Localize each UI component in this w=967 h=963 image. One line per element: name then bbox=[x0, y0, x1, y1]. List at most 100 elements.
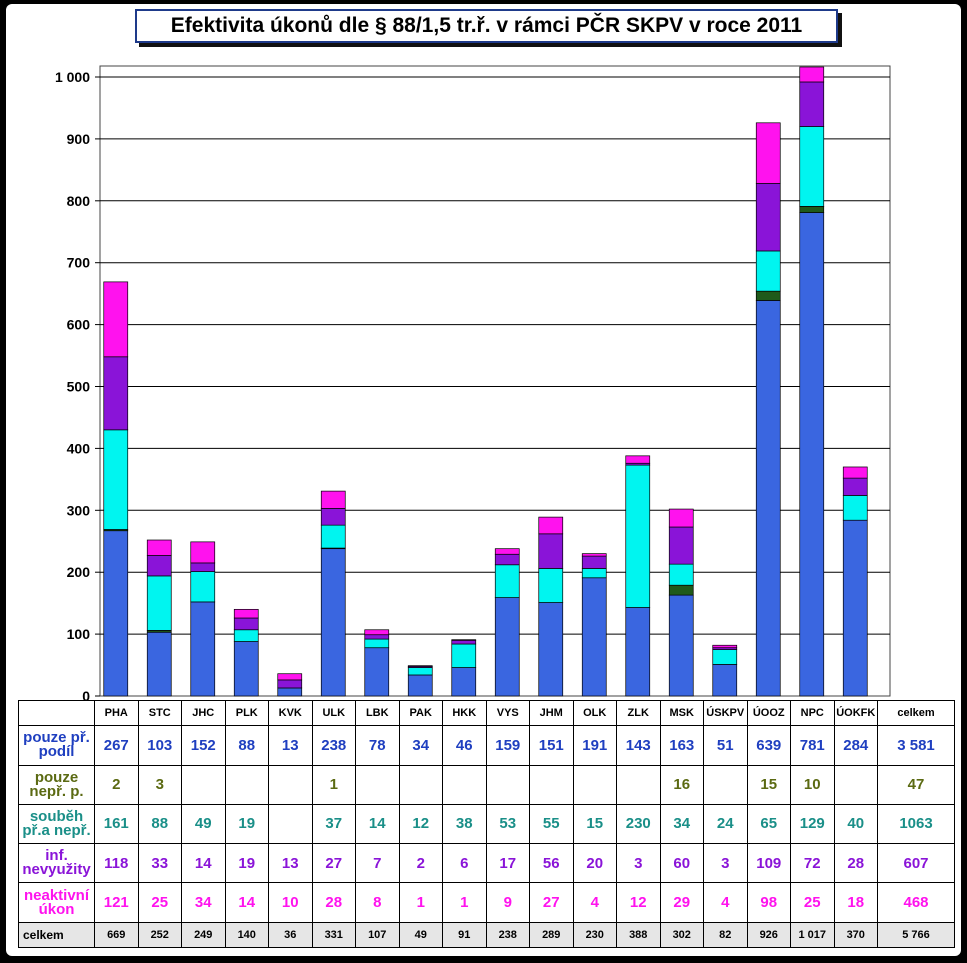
table-cell: 13 bbox=[268, 843, 313, 884]
bar-segment bbox=[538, 533, 564, 569]
table-cell: 284 bbox=[833, 725, 878, 766]
y-tick-label: 400 bbox=[67, 440, 91, 456]
table-cell bbox=[181, 764, 226, 805]
bar-segment bbox=[320, 490, 346, 509]
bar-segment bbox=[755, 300, 781, 697]
table-cell bbox=[833, 764, 878, 805]
row-label-line: pouze bbox=[34, 768, 79, 786]
table-cell: 65 bbox=[746, 803, 791, 845]
table-cell: 51 bbox=[703, 725, 748, 766]
row-label-line: nepř. p. bbox=[29, 782, 84, 800]
table-cell: 28 bbox=[311, 882, 356, 923]
column-header: PLK bbox=[224, 699, 269, 727]
total-cell: 388 bbox=[616, 921, 661, 949]
bar-segment bbox=[233, 641, 259, 697]
table-cell: 49 bbox=[181, 803, 226, 845]
table-cell: 60 bbox=[659, 843, 704, 884]
table-row: inf. nevyužity 118 33 14 19 13 27 7 2 6 17 56 20 3 60 3 1… bbox=[18, 843, 955, 884]
table-row: pouze př. podíl 267 103 152 88 13 238 78 34 46 159 1… bbox=[18, 725, 955, 766]
row-label-line: souběh bbox=[29, 807, 84, 825]
bar-segment bbox=[755, 250, 781, 292]
bar-segment bbox=[581, 553, 607, 557]
bar-segment bbox=[755, 122, 781, 184]
y-tick-label: 700 bbox=[67, 255, 91, 271]
total-cell: 1 017 bbox=[790, 921, 835, 949]
bar-segment bbox=[364, 647, 390, 697]
bar-segment bbox=[755, 183, 781, 252]
column-header: ÚOKFK bbox=[833, 699, 878, 727]
bar-segment bbox=[103, 429, 129, 530]
table-cell: 118 bbox=[94, 843, 139, 884]
bar-segment bbox=[364, 634, 390, 640]
row-label: neaktivní úkon bbox=[18, 882, 95, 923]
bar-segment bbox=[146, 575, 172, 631]
total-cell: 140 bbox=[224, 921, 269, 949]
table-cell: 34 bbox=[659, 803, 704, 845]
table-cell: 27 bbox=[311, 843, 356, 884]
table-cell: 33 bbox=[137, 843, 182, 884]
bar-segment bbox=[407, 667, 433, 676]
table-cell: 4 bbox=[572, 882, 617, 923]
bar-segment bbox=[494, 597, 520, 697]
bar-segment bbox=[712, 664, 738, 697]
table-cell: 88 bbox=[137, 803, 182, 845]
bar-segment bbox=[538, 516, 564, 535]
table-cell bbox=[703, 764, 748, 805]
bar-segment bbox=[320, 524, 346, 549]
table-cell bbox=[268, 764, 313, 805]
y-tick-label: 0 bbox=[82, 688, 90, 704]
bar-segment bbox=[625, 607, 651, 697]
table-cell: 19 bbox=[224, 843, 269, 884]
row-label: souběh př.a nepř. bbox=[18, 803, 95, 845]
table-cell: 2 bbox=[94, 764, 139, 805]
total-cell: 49 bbox=[398, 921, 443, 949]
table-cell: 37 bbox=[311, 803, 356, 845]
table-cell: 121 bbox=[94, 882, 139, 923]
table-cell bbox=[529, 764, 574, 805]
table-cell bbox=[616, 764, 661, 805]
bar-segment bbox=[712, 644, 738, 649]
table-cell: 55 bbox=[529, 803, 574, 845]
bar-segment bbox=[668, 508, 694, 528]
table-cell: 20 bbox=[572, 843, 617, 884]
table-cell: 9 bbox=[485, 882, 530, 923]
column-header: ZLK bbox=[616, 699, 661, 727]
bar-segment bbox=[668, 594, 694, 697]
bar-segment bbox=[233, 617, 259, 631]
table-cell: 1 bbox=[311, 764, 356, 805]
table-cell: 607 bbox=[877, 843, 955, 884]
bar-segment bbox=[625, 455, 651, 464]
bar-segment bbox=[190, 571, 216, 603]
table-cell: 25 bbox=[137, 882, 182, 923]
bar-segment bbox=[146, 555, 172, 577]
table-cell: 28 bbox=[833, 843, 878, 884]
table-cell: 8 bbox=[355, 882, 400, 923]
bar-segment bbox=[494, 553, 520, 566]
table-cell: 46 bbox=[442, 725, 487, 766]
table-cell: 1 bbox=[442, 882, 487, 923]
column-header: JHM bbox=[529, 699, 574, 727]
row-label-line: podíl bbox=[38, 743, 75, 761]
bar-segment bbox=[190, 541, 216, 564]
bar-segment bbox=[842, 477, 868, 496]
table-cell: 25 bbox=[790, 882, 835, 923]
table-cell: 16 bbox=[659, 764, 704, 805]
table-row: neaktivní úkon 121 25 34 14 10 28 8 1 1 9 27 4 12 29 4 98… bbox=[18, 882, 955, 923]
total-label: celkem bbox=[18, 921, 95, 949]
table-cell: 88 bbox=[224, 725, 269, 766]
bar-segment bbox=[451, 643, 477, 668]
column-header: HKK bbox=[442, 699, 487, 727]
table-cell: 47 bbox=[877, 764, 955, 805]
bar-segment bbox=[103, 530, 129, 697]
table-cell: 1 bbox=[398, 882, 443, 923]
table-corner bbox=[18, 699, 95, 727]
row-label: inf. nevyužity bbox=[18, 843, 95, 884]
y-tick-label: 100 bbox=[67, 626, 91, 642]
table-cell: 12 bbox=[398, 803, 443, 845]
y-tick-label: 300 bbox=[67, 502, 91, 518]
row-label-line: pouze př. bbox=[23, 729, 90, 747]
table-cell: 3 581 bbox=[877, 725, 955, 766]
table-cell: 468 bbox=[877, 882, 955, 923]
bar-segment bbox=[712, 649, 738, 665]
table-cell: 238 bbox=[311, 725, 356, 766]
